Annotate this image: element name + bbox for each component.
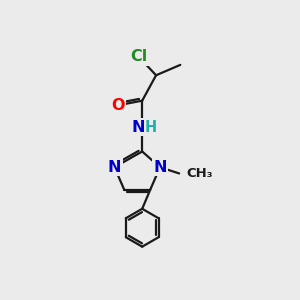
Text: H: H <box>145 120 157 135</box>
Text: N: N <box>153 160 167 175</box>
Text: CH₃: CH₃ <box>186 167 213 180</box>
Text: Cl: Cl <box>130 49 147 64</box>
Text: O: O <box>111 98 125 113</box>
Text: N: N <box>108 160 121 175</box>
Text: N: N <box>131 120 145 135</box>
